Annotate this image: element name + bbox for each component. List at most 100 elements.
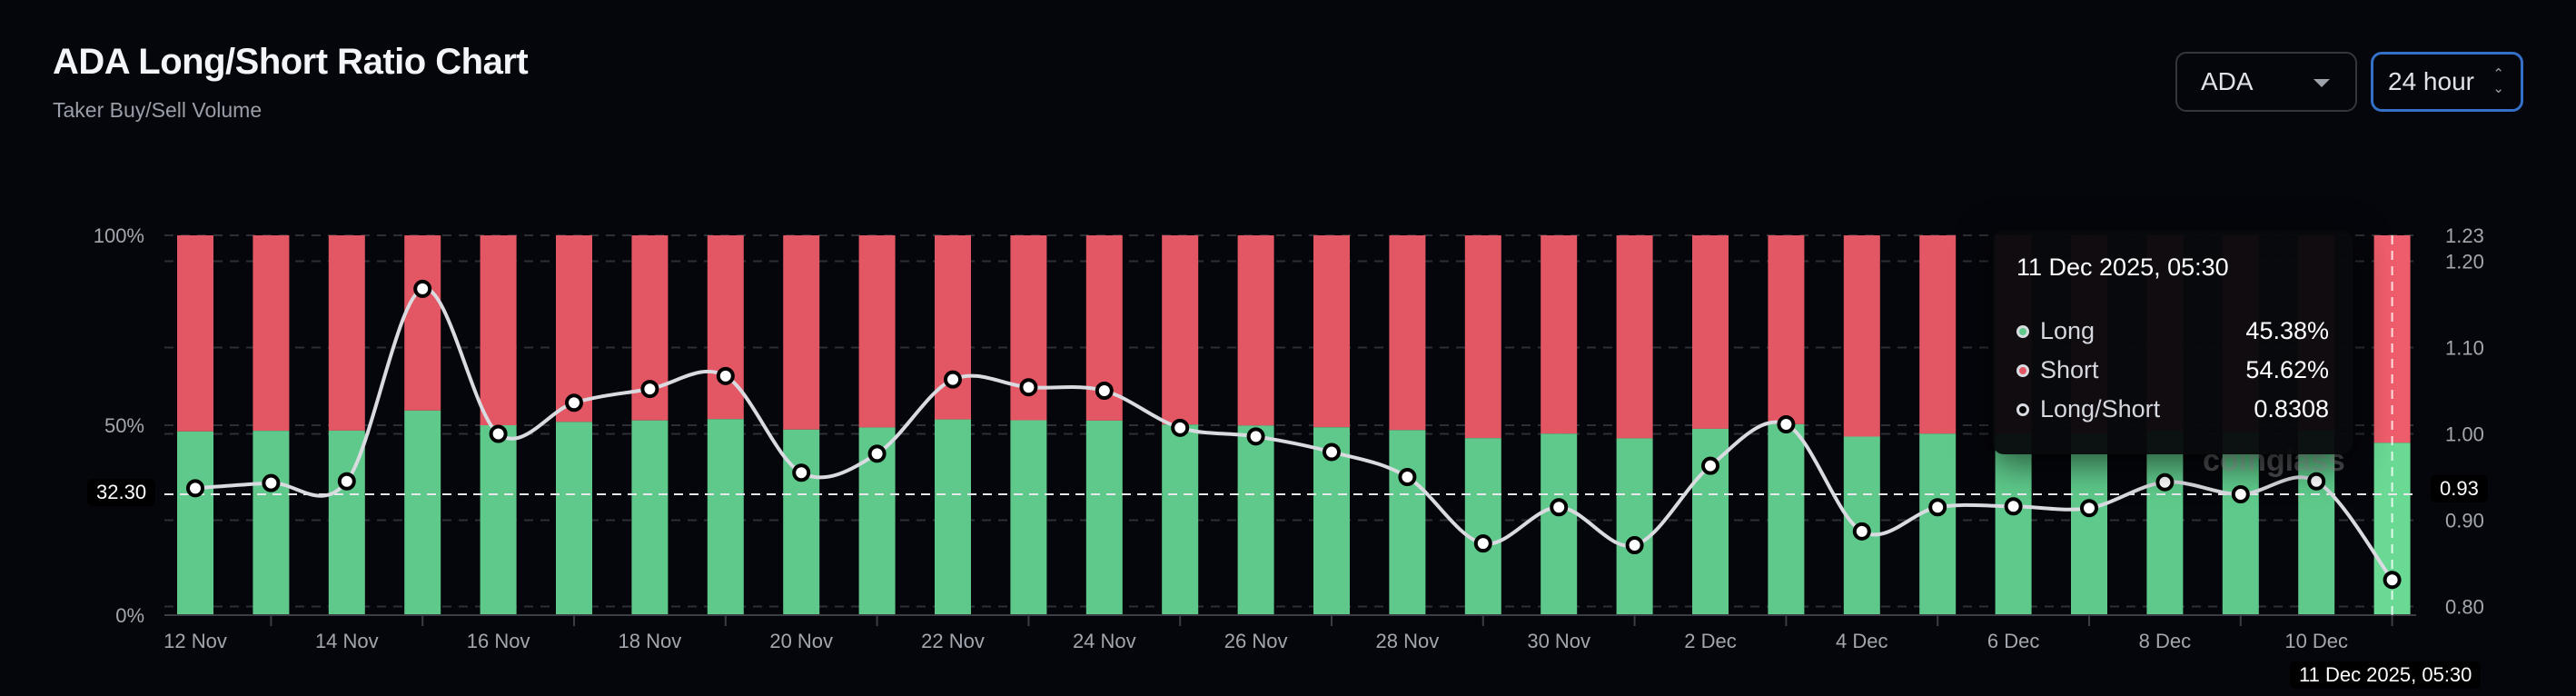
x-axis-tick-label: 16 Nov — [467, 630, 530, 652]
ratio-point — [1323, 442, 1341, 462]
page-title: ADA Long/Short Ratio Chart — [53, 42, 529, 82]
crosshair-x-label: 11 Dec 2025, 05:30 — [2290, 661, 2482, 689]
long-bar — [707, 419, 744, 615]
ratio-point — [186, 479, 204, 498]
long-bar — [2222, 432, 2259, 615]
short-bar — [404, 235, 441, 411]
ratio-point — [1246, 427, 1265, 446]
caret-down-icon — [2313, 79, 2330, 87]
right-axis-tick-label: 1.20 — [2445, 251, 2484, 273]
long-dot-icon — [2016, 324, 2029, 338]
x-axis-tick-label: 10 Dec — [2284, 630, 2348, 652]
x-axis-tick-label: 14 Nov — [315, 630, 379, 652]
tooltip-value: 54.62% — [2245, 356, 2329, 383]
ratio-point — [2383, 571, 2402, 590]
coin-select[interactable]: ADA — [2175, 52, 2357, 112]
long-bar — [631, 420, 669, 615]
long-bar — [1616, 438, 1653, 615]
x-axis-tick-label: 12 Nov — [163, 630, 227, 652]
long-bar — [1085, 420, 1123, 615]
x-axis-tick-label: 20 Nov — [769, 630, 833, 652]
short-bar — [556, 235, 592, 423]
long-bar — [1237, 425, 1274, 615]
long-bar — [480, 425, 517, 615]
chevron-updown-icon: ⌃ ⌄ — [2492, 66, 2504, 96]
ratio-point — [2004, 497, 2023, 516]
ratio-point — [1019, 378, 1038, 397]
tooltip-label: Long — [2040, 317, 2095, 344]
long-bar — [177, 431, 213, 615]
short-bar — [1313, 235, 1350, 428]
short-bar — [177, 235, 213, 432]
long-bar — [2071, 433, 2107, 615]
short-bar — [1237, 235, 1274, 426]
short-bar — [1541, 235, 1578, 434]
short-bar — [1389, 235, 1426, 431]
short-bar — [1768, 235, 1805, 424]
long-bar — [783, 429, 820, 615]
long-bar — [1010, 420, 1047, 615]
short-bar — [1464, 235, 1501, 439]
interval-select-value: 24 hour — [2388, 67, 2474, 95]
x-axis-tick-label: 24 Nov — [1073, 630, 1136, 652]
interval-select[interactable]: 24 hour ⌃ ⌄ — [2371, 52, 2523, 112]
short-bar — [783, 235, 820, 430]
ratio-point — [2307, 472, 2326, 491]
long-bar — [1464, 438, 1501, 615]
ratio-point — [867, 444, 887, 463]
x-axis-tick-label: 4 Dec — [1836, 630, 1887, 652]
page-subtitle: Taker Buy/Sell Volume — [53, 98, 263, 122]
tooltip-label: Short — [2040, 356, 2099, 383]
tooltip-row-long: Long 45.38% — [2016, 317, 2329, 345]
long-bar — [1768, 423, 1805, 615]
long-bar — [2298, 430, 2335, 615]
short-bar — [1162, 235, 1199, 425]
tooltip-value: 45.38% — [2245, 317, 2329, 344]
ratio-point — [489, 424, 508, 443]
ratio-point — [640, 380, 659, 399]
tooltip-row-short: Short 54.62% — [2016, 356, 2329, 384]
coin-select-value: ADA — [2201, 67, 2254, 95]
ratio-point — [337, 472, 356, 491]
long-bar — [1541, 433, 1578, 615]
ratio-point — [413, 279, 432, 298]
long-bar — [556, 422, 592, 615]
ratio-point — [1095, 382, 1114, 400]
ratio-point — [2231, 485, 2250, 503]
long-bar — [1389, 430, 1426, 615]
ratio-point — [2080, 499, 2098, 518]
ratio-point — [1398, 468, 1417, 486]
long-bar — [253, 431, 290, 615]
ratio-point — [1777, 415, 1796, 434]
tooltip-date: 11 Dec 2025, 05:30 — [2016, 254, 2229, 281]
short-bar — [328, 235, 365, 431]
right-axis-tick-label: 1.10 — [2445, 337, 2484, 360]
x-axis-tick-label: 6 Dec — [1987, 630, 2039, 652]
ratio-point — [2155, 472, 2175, 492]
short-bar — [1919, 235, 1957, 434]
ratio-point — [1473, 534, 1492, 553]
x-axis-tick-label: 8 Dec — [2139, 630, 2191, 652]
short-bar — [935, 235, 971, 420]
left-axis-tick-label: 0% — [115, 604, 144, 627]
short-dot-icon — [2016, 363, 2029, 377]
long-bar — [1995, 433, 2032, 615]
short-bar — [1692, 235, 1729, 429]
long-bar — [1919, 433, 1957, 615]
crosshair-left-label: 32.30 — [87, 479, 156, 506]
tooltip-row-ratio: Long/Short 0.8308 — [2016, 395, 2329, 423]
short-bar — [480, 235, 517, 425]
ratio-point — [1852, 522, 1871, 541]
ratio-point — [1171, 418, 1190, 437]
x-axis-tick-label: 28 Nov — [1376, 630, 1440, 652]
crosshair-right-label: 0.93 — [2431, 475, 2488, 502]
short-bar — [1843, 235, 1880, 437]
long-bar — [2146, 431, 2184, 615]
tooltip-value: 0.8308 — [2254, 395, 2329, 423]
x-axis-tick-label: 30 Nov — [1527, 630, 1590, 652]
ratio-point — [1625, 536, 1644, 555]
right-axis-tick-label: 1.00 — [2445, 423, 2484, 446]
tooltip-label: Long/Short — [2040, 395, 2161, 423]
ratio-point — [1550, 498, 1569, 517]
long-bar — [935, 419, 971, 615]
